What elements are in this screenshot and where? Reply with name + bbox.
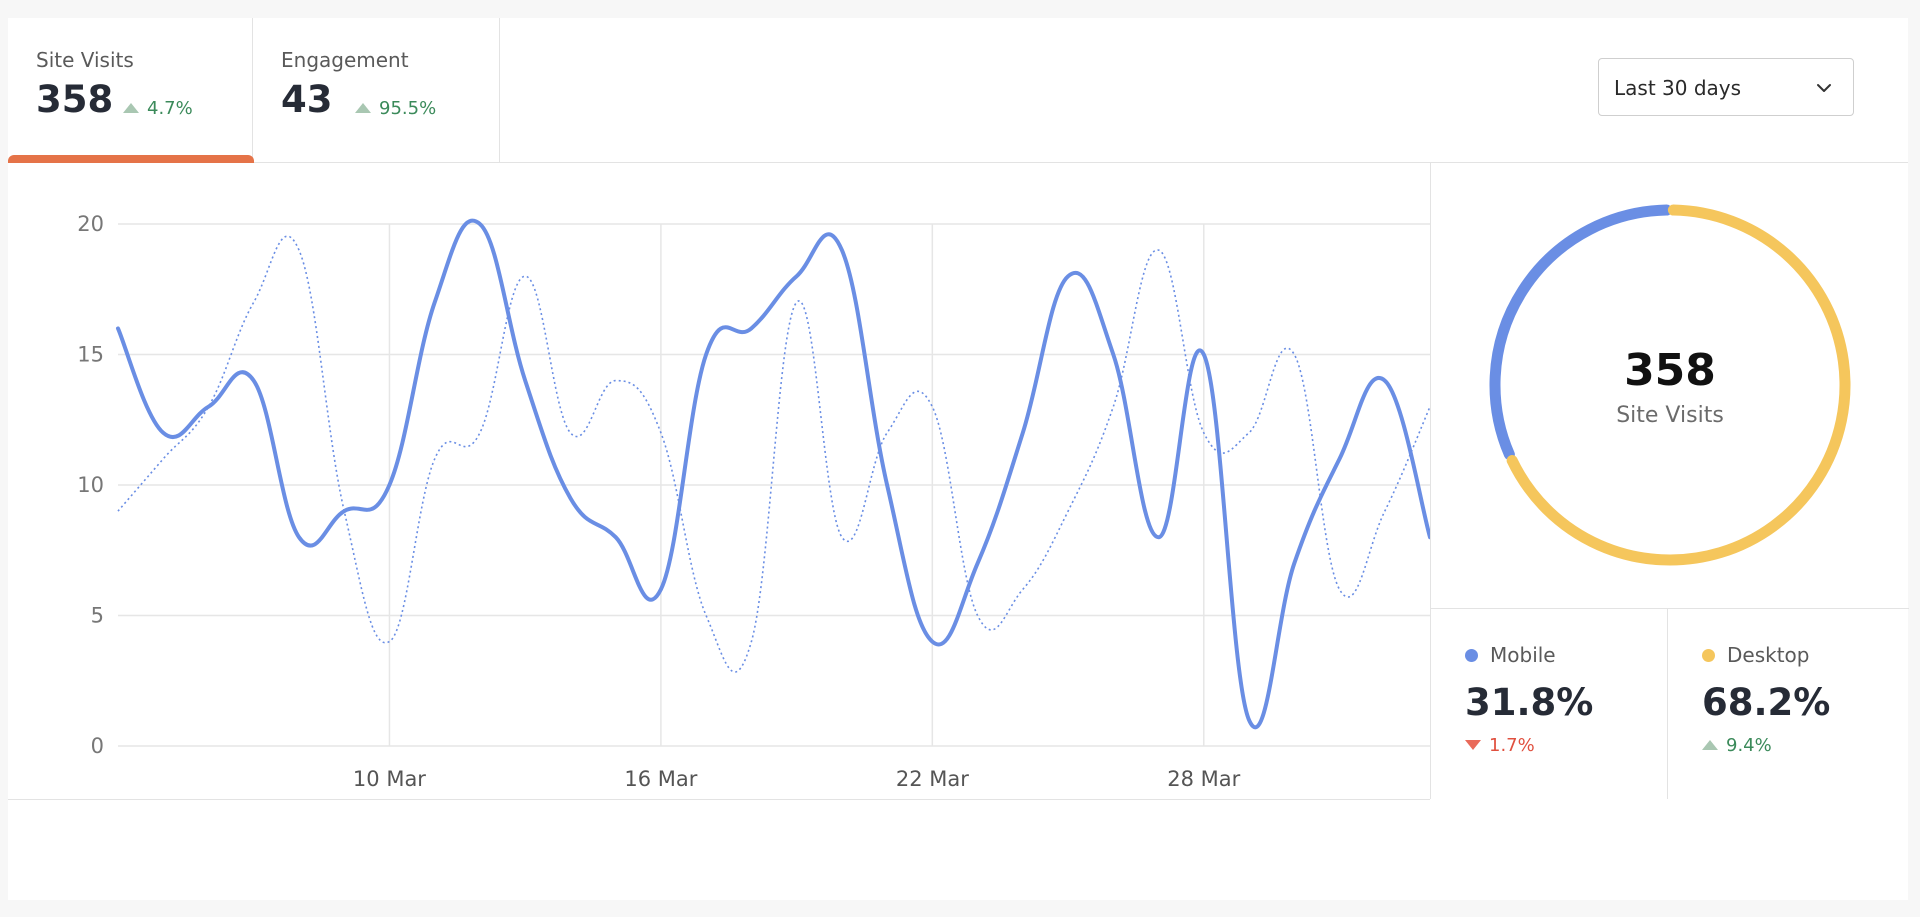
x-tick-label: 10 Mar <box>353 767 426 791</box>
stat-desktop: Desktop 68.2% 9.4% <box>1668 609 1909 799</box>
mobile-dot-icon <box>1465 649 1478 662</box>
y-tick-label: 15 <box>77 343 104 367</box>
stat-change: 1.7% <box>1465 735 1535 756</box>
stat-change-value: 9.4% <box>1726 735 1772 756</box>
chevron-down-icon <box>1817 84 1831 92</box>
stat-head: Desktop <box>1702 643 1809 667</box>
donut-center-value: 358 <box>1624 345 1716 396</box>
y-tick-label: 10 <box>77 473 104 497</box>
donut-chart-svg <box>1489 204 1851 566</box>
tab-change-value: 4.7% <box>147 98 193 119</box>
y-tick-label: 5 <box>91 604 104 628</box>
y-tick-label: 0 <box>91 734 104 758</box>
metric-tabs: Site Visits 358 4.7% Engagement 43 95.5%… <box>8 18 1908 163</box>
stat-name: Desktop <box>1727 643 1810 667</box>
tab-label: Site Visits <box>36 48 134 72</box>
device-breakdown: 358 Site Visits Mobile 31.8% 1.7% Deskto… <box>1430 163 1909 799</box>
date-range-select[interactable]: Last 30 days <box>1598 58 1854 116</box>
trend-down-icon <box>1465 740 1481 750</box>
stat-value: 31.8% <box>1465 681 1594 724</box>
trend-up-icon <box>355 103 371 113</box>
trend-up-icon <box>123 103 139 113</box>
donut-center-label: Site Visits <box>1616 403 1724 428</box>
stat-head: Mobile <box>1465 643 1556 667</box>
active-tab-indicator <box>8 155 254 163</box>
tab-label: Engagement <box>281 48 409 72</box>
stat-value: 68.2% <box>1702 681 1831 724</box>
tab-engagement[interactable]: Engagement 43 95.5% <box>253 18 500 162</box>
tab-value: 358 <box>36 78 114 121</box>
y-tick-label: 20 <box>77 212 104 236</box>
date-range-value: Last 30 days <box>1614 76 1742 100</box>
stat-name: Mobile <box>1490 643 1556 667</box>
tab-change-value: 95.5% <box>379 98 437 119</box>
x-tick-label: 16 Mar <box>624 767 697 791</box>
donut-slice-mobile <box>1489 204 1673 460</box>
trend-up-icon <box>1702 740 1718 750</box>
traffic-card: Site Visits 358 4.7% Engagement 43 95.5%… <box>8 18 1909 900</box>
line-chart-svg: 0 5 10 15 20 10 Mar 16 Mar 22 Mar 28 Mar <box>77 212 1430 791</box>
series-current-period-line <box>116 218 1430 730</box>
tab-site-visits[interactable]: Site Visits 358 4.7% <box>8 18 254 163</box>
line-chart: 0 5 10 15 20 10 Mar 16 Mar 22 Mar 28 Mar <box>8 163 1430 800</box>
tab-change: 4.7% <box>123 98 193 119</box>
tab-value: 43 <box>281 78 333 121</box>
stat-change-value: 1.7% <box>1489 735 1535 756</box>
x-tick-label: 22 Mar <box>896 767 969 791</box>
desktop-dot-icon <box>1702 649 1715 662</box>
x-tick-label: 28 Mar <box>1167 767 1240 791</box>
donut-chart: 358 Site Visits <box>1431 163 1909 609</box>
series-previous-period-line <box>117 235 1430 673</box>
stat-change: 9.4% <box>1702 735 1772 756</box>
tab-change: 95.5% <box>355 98 436 119</box>
stat-mobile: Mobile 31.8% 1.7% <box>1431 609 1668 799</box>
donut-slice-desktop <box>1506 204 1851 566</box>
